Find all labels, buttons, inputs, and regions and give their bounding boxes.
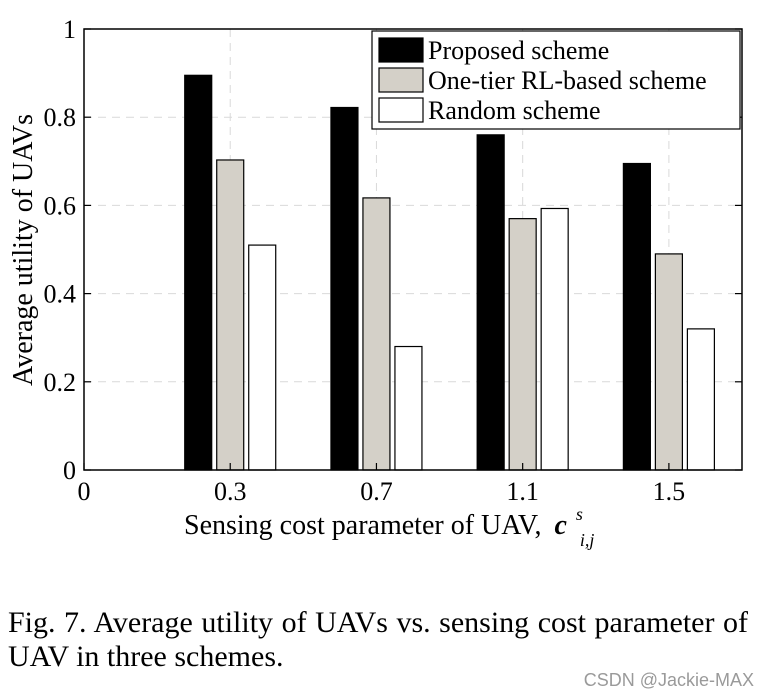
x-axis-label-superscript: s [576,504,583,524]
x-axis-ticks: 0 0.3 0.7 1.1 1.5 [78,463,686,506]
bar [654,253,683,471]
legend-swatch [378,37,424,63]
x-tick-label: 0.7 [360,477,393,506]
bars [184,74,715,471]
x-axis-label-symbol: c [554,510,567,541]
plot-frame [83,28,743,471]
legend-swatch [378,67,424,93]
y-tick-label: 0 [63,456,76,485]
x-axis-label-text: Sensing cost parameter of UAV, [184,510,541,541]
y-axis-ticks: 0 0.2 0.4 0.6 0.8 1 [44,15,742,485]
y-tick-label: 0.6 [44,191,77,220]
bar [394,345,423,471]
x-tick-label: 0.3 [214,477,247,506]
bar [330,106,359,471]
legend-label: Proposed scheme [428,36,609,65]
bar [362,197,391,471]
legend-label: Random scheme [428,96,601,125]
bar-chart: 0 0.2 0.4 0.6 0.8 1 0 0.3 0.7 1.1 1.5 Average uti… [8,15,743,550]
bar [248,244,277,471]
y-tick-label: 0.2 [44,368,77,397]
legend-swatch [378,97,424,123]
bar [184,74,213,471]
bar [476,134,505,471]
x-tick-label: 0 [78,477,91,506]
bar [540,207,569,471]
y-tick-label: 0.4 [44,280,77,309]
figure-caption: Fig. 7. Average utility of UAVs vs. sens… [8,606,748,673]
legend-label: One-tier RL-based scheme [428,66,707,95]
x-axis-label-subscript: i,j [580,530,595,550]
bar [686,328,715,471]
bar [508,218,537,471]
legend-box [371,30,741,130]
bar [216,159,245,471]
x-axis-label: Sensing cost parameter of UAV, c s i,j [184,496,594,550]
watermark: CSDN @Jackie-MAX [583,670,754,690]
y-tick-label: 1 [63,15,76,44]
y-axis-label: Average utility of UAVs [8,114,39,386]
x-tick-label: 1.1 [506,477,539,506]
bar [622,162,651,471]
x-tick-label: 1.5 [653,477,686,506]
y-tick-label: 0.8 [44,103,77,132]
